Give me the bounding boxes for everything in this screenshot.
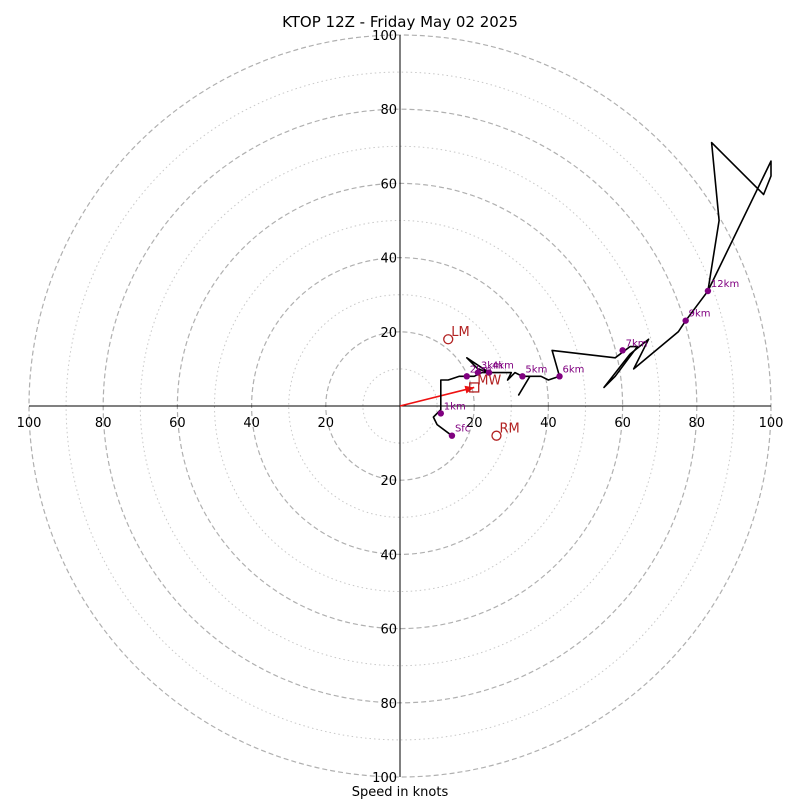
height-marker-label: 5km xyxy=(525,364,547,375)
tick-label: 20 xyxy=(380,474,397,489)
storm-motion-label: RM xyxy=(499,422,519,437)
x-axis-label: Speed in knots xyxy=(352,785,449,800)
height-marker-dot xyxy=(556,373,563,380)
height-marker-dot xyxy=(519,373,526,380)
mean-wind-label: MW xyxy=(477,373,501,388)
height-marker-dot xyxy=(704,287,712,295)
tick-label: 40 xyxy=(540,416,557,431)
height-marker-dot xyxy=(463,373,470,380)
tick-label: 100 xyxy=(372,771,397,786)
tick-label: 60 xyxy=(380,623,397,638)
storm-motion-marker xyxy=(491,430,502,441)
tick-label: 80 xyxy=(95,416,112,431)
height-marker-dot xyxy=(485,369,493,376)
tick-label: 80 xyxy=(380,697,397,712)
storm-motion-marker xyxy=(443,334,454,345)
storm-motion-markers: LM RM MW xyxy=(443,325,520,441)
mean-wind-marker xyxy=(469,382,480,393)
tick-labels: 20 20 20 20 40 40 40 40 60 60 60 60 80 80 80 80 100 100 10… xyxy=(17,29,784,786)
shear-vector-line xyxy=(399,386,475,407)
tick-label: 80 xyxy=(380,103,397,118)
height-marker-dot xyxy=(437,410,445,417)
height-marker-label: 2km xyxy=(470,364,492,375)
height-marker-label: 3km xyxy=(481,361,503,372)
tick-label: 100 xyxy=(17,416,42,431)
tick-label: 60 xyxy=(614,416,631,431)
height-marker-label: 6km xyxy=(563,364,585,375)
height-marker-label: 9km xyxy=(689,309,711,320)
height-marker-dot xyxy=(474,369,482,376)
tick-label: 20 xyxy=(380,326,397,341)
height-marker-dot xyxy=(619,347,626,354)
tick-label: 60 xyxy=(380,177,397,192)
tick-label: 40 xyxy=(380,252,397,267)
height-marker-label: Sfc xyxy=(455,424,470,435)
height-marker-dot xyxy=(682,317,689,324)
tick-label: 40 xyxy=(380,548,397,563)
height-marker-label: 7km xyxy=(626,338,648,349)
tick-label: 100 xyxy=(372,29,397,44)
height-marker-label: 12km xyxy=(711,279,739,290)
height-marker-label: 1km xyxy=(444,401,466,412)
tick-label: 100 xyxy=(759,416,784,431)
tick-label: 40 xyxy=(243,416,260,431)
height-marker-label: 4km xyxy=(492,361,514,372)
tick-label: 20 xyxy=(466,416,483,431)
storm-motion-label: LM xyxy=(451,325,469,340)
tick-label: 80 xyxy=(689,416,706,431)
height-marker-dot xyxy=(448,432,456,439)
chart-title: KTOP 12Z - Friday May 02 2025 xyxy=(282,13,518,31)
tick-label: 60 xyxy=(169,416,186,431)
tick-label: 20 xyxy=(318,416,335,431)
